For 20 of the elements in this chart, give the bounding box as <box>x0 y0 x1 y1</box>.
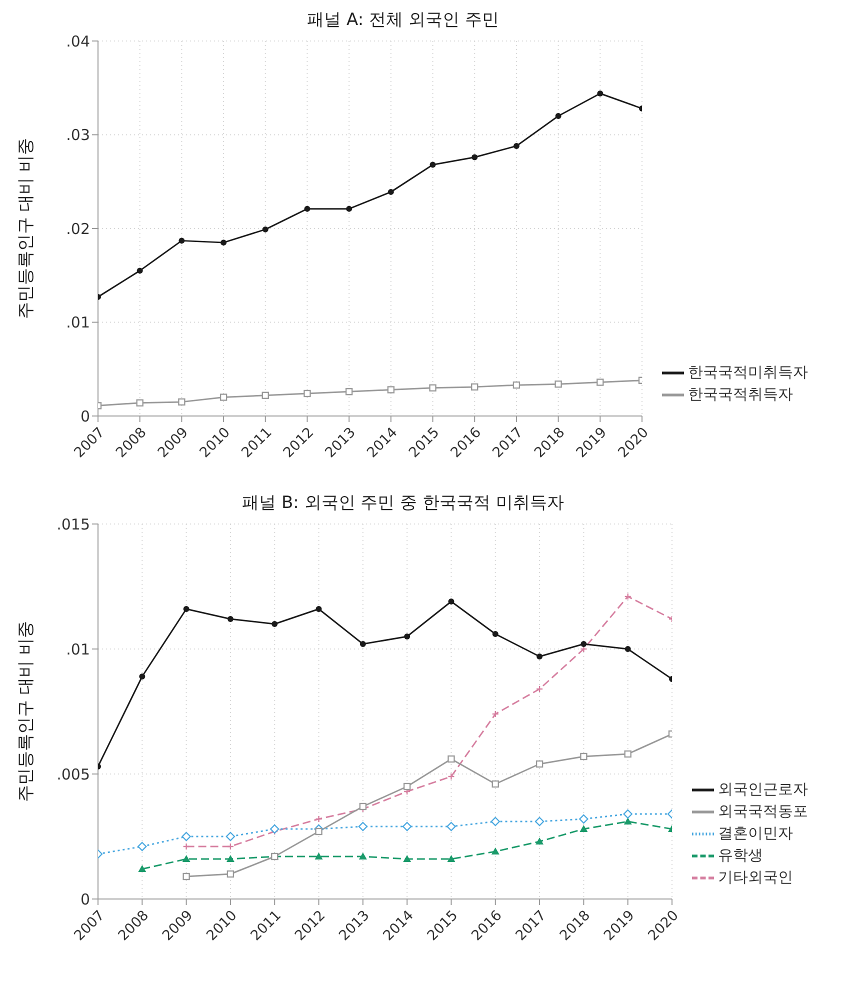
y-tick-label: 0 <box>80 890 90 908</box>
y-tick-label: 0 <box>80 407 90 426</box>
chart-title: 패널 B: 외국인 주민 중 한국국적 미취득자 <box>241 492 565 514</box>
y-axis-title: 주민등록인구 대비 비중 <box>16 138 36 319</box>
y-tick-label: .01 <box>66 640 90 658</box>
y-tick-label: .005 <box>56 765 90 784</box>
legend-label: 외국인근로자 <box>718 780 808 798</box>
y-tick-label: .02 <box>66 220 90 238</box>
y-tick-label: .03 <box>66 126 90 144</box>
y-tick-label: .04 <box>66 32 90 50</box>
legend-label: 한국국적미취득자 <box>688 363 808 382</box>
y-tick-label: .01 <box>66 314 90 332</box>
legend-label: 한국국적취득자 <box>688 385 793 404</box>
y-axis-title: 주민등록인구 대비 비중 <box>16 621 36 802</box>
y-tick-label: .015 <box>56 515 90 534</box>
legend-label: 결혼이민자 <box>718 824 793 842</box>
legend-label: 유학생 <box>718 846 763 864</box>
legend-label: 기타외국인 <box>718 868 793 886</box>
legend-label: 외국국적동포 <box>718 802 808 820</box>
chart-title: 패널 A: 전체 외국인 주민 <box>306 9 500 31</box>
